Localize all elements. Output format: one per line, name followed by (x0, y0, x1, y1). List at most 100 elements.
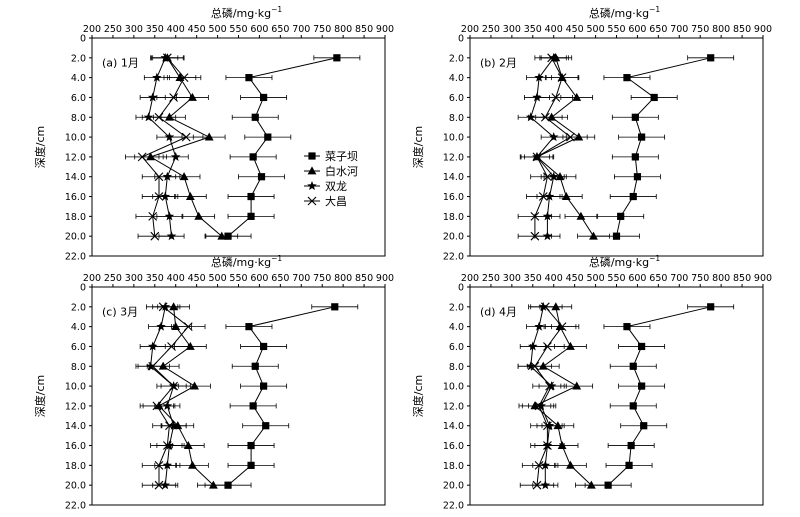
marker-star (160, 191, 171, 201)
x-axis-title-sup: −1 (649, 254, 660, 263)
marker-triangle (307, 166, 317, 175)
marker-star (546, 381, 557, 391)
marker-triangle (165, 112, 174, 121)
marker-star (162, 400, 173, 410)
series-2 (142, 302, 230, 489)
marker-star (544, 191, 555, 201)
x-tick-label: 750 (313, 24, 331, 35)
marker-x (547, 53, 557, 63)
y-tick-label: 18.0 (65, 212, 86, 223)
y-tick-label: 14.0 (65, 421, 86, 432)
marker-x (557, 73, 567, 83)
marker-square (631, 153, 639, 161)
y-tick-label: 22.0 (443, 252, 464, 263)
y-tick-label: 10.0 (443, 382, 464, 393)
marker-star (548, 52, 559, 62)
y-tick-label: 4.0 (449, 322, 464, 333)
x-tick-label: 300 (503, 273, 521, 284)
x-tick-label: 800 (712, 273, 730, 284)
marker-x (566, 132, 575, 142)
x-tick-label: 900 (376, 24, 394, 35)
marker-square (308, 152, 316, 160)
marker-square (633, 173, 642, 181)
marker-star (160, 52, 171, 62)
marker-triangle (572, 381, 582, 390)
y-tick-label: 18.0 (443, 461, 464, 472)
x-tick-label: 700 (292, 273, 310, 284)
marker-triangle (217, 231, 227, 240)
marker-x (543, 172, 552, 182)
marker-star (164, 440, 175, 450)
x-tick-label: 400 (167, 24, 185, 35)
marker-square (260, 93, 268, 102)
marker-square (629, 192, 637, 201)
y-tick-label: 10.0 (65, 133, 86, 144)
x-tick-label: 900 (754, 24, 772, 35)
marker-triangle (183, 440, 193, 449)
y-tick-label: 6.0 (449, 93, 464, 104)
series-2 (134, 53, 239, 240)
series-line (536, 57, 594, 237)
x-tick-label: 550 (229, 273, 247, 284)
marker-x (137, 152, 147, 162)
y-tick-label: 16.0 (443, 441, 464, 452)
marker-triangle (171, 322, 181, 331)
series-line (149, 57, 223, 237)
x-tick-label: 300 (125, 24, 143, 35)
y-tick-label: 0 (458, 283, 464, 294)
x-tick-label: 850 (733, 273, 751, 284)
marker-square (623, 74, 631, 82)
marker-triangle (589, 231, 598, 240)
y-tick-label: 6.0 (71, 93, 86, 104)
x-tick-label: 200 (83, 273, 101, 284)
series-line (533, 306, 592, 486)
marker-star (538, 301, 549, 311)
y-tick-label: 22.0 (443, 501, 464, 512)
x-tick-label: 900 (754, 273, 772, 284)
x-axis-title-sup: −1 (649, 5, 660, 14)
marker-star (534, 321, 544, 331)
series-4 (517, 302, 580, 490)
marker-x (148, 211, 158, 221)
series-1 (593, 54, 735, 240)
y-tick-label: 4.0 (71, 322, 86, 333)
x-tick-label: 500 (587, 24, 605, 35)
x-tick-label: 500 (209, 24, 227, 35)
marker-x (530, 361, 540, 371)
marker-x (158, 302, 168, 312)
y-tick-label: 14.0 (65, 172, 86, 183)
y-axis-title: 深度/cm (33, 375, 47, 417)
marker-x (165, 421, 174, 431)
x-axis-title: 总磷/mg·kg−1 (211, 254, 283, 269)
y-tick-label: 2.0 (71, 53, 86, 64)
marker-square (333, 54, 341, 62)
series-1 (584, 303, 735, 489)
series-4 (125, 53, 204, 241)
marker-square (638, 342, 646, 351)
chart-panel-2: 200 250 300 350 400 450 500 550 600 650 700 750 800 8… (411, 5, 772, 263)
marker-x (540, 112, 550, 122)
y-tick-label: 2.0 (71, 302, 86, 313)
plot-frame (91, 37, 386, 257)
y-tick-label: 0 (80, 34, 86, 45)
x-axis-title: 总磷/mg·kg−1 (589, 5, 661, 20)
marker-star (160, 301, 171, 311)
x-tick-label: 450 (566, 24, 584, 35)
x-tick-label: 450 (188, 24, 206, 35)
marker-triangle (555, 172, 565, 181)
marker-x (307, 196, 317, 206)
series-line (616, 57, 711, 237)
marker-square (707, 54, 715, 62)
series-1 (204, 54, 361, 240)
marker-triangle (566, 341, 575, 350)
x-tick-label: 750 (691, 24, 709, 35)
marker-square (247, 461, 255, 469)
marker-square (625, 461, 633, 469)
x-tick-label: 400 (545, 24, 563, 35)
x-tick-label: 450 (188, 273, 206, 284)
x-tick-label: 650 (649, 24, 667, 35)
marker-x (183, 322, 193, 332)
legend-label: 大昌 (325, 194, 347, 208)
x-tick-label: 250 (104, 24, 122, 35)
